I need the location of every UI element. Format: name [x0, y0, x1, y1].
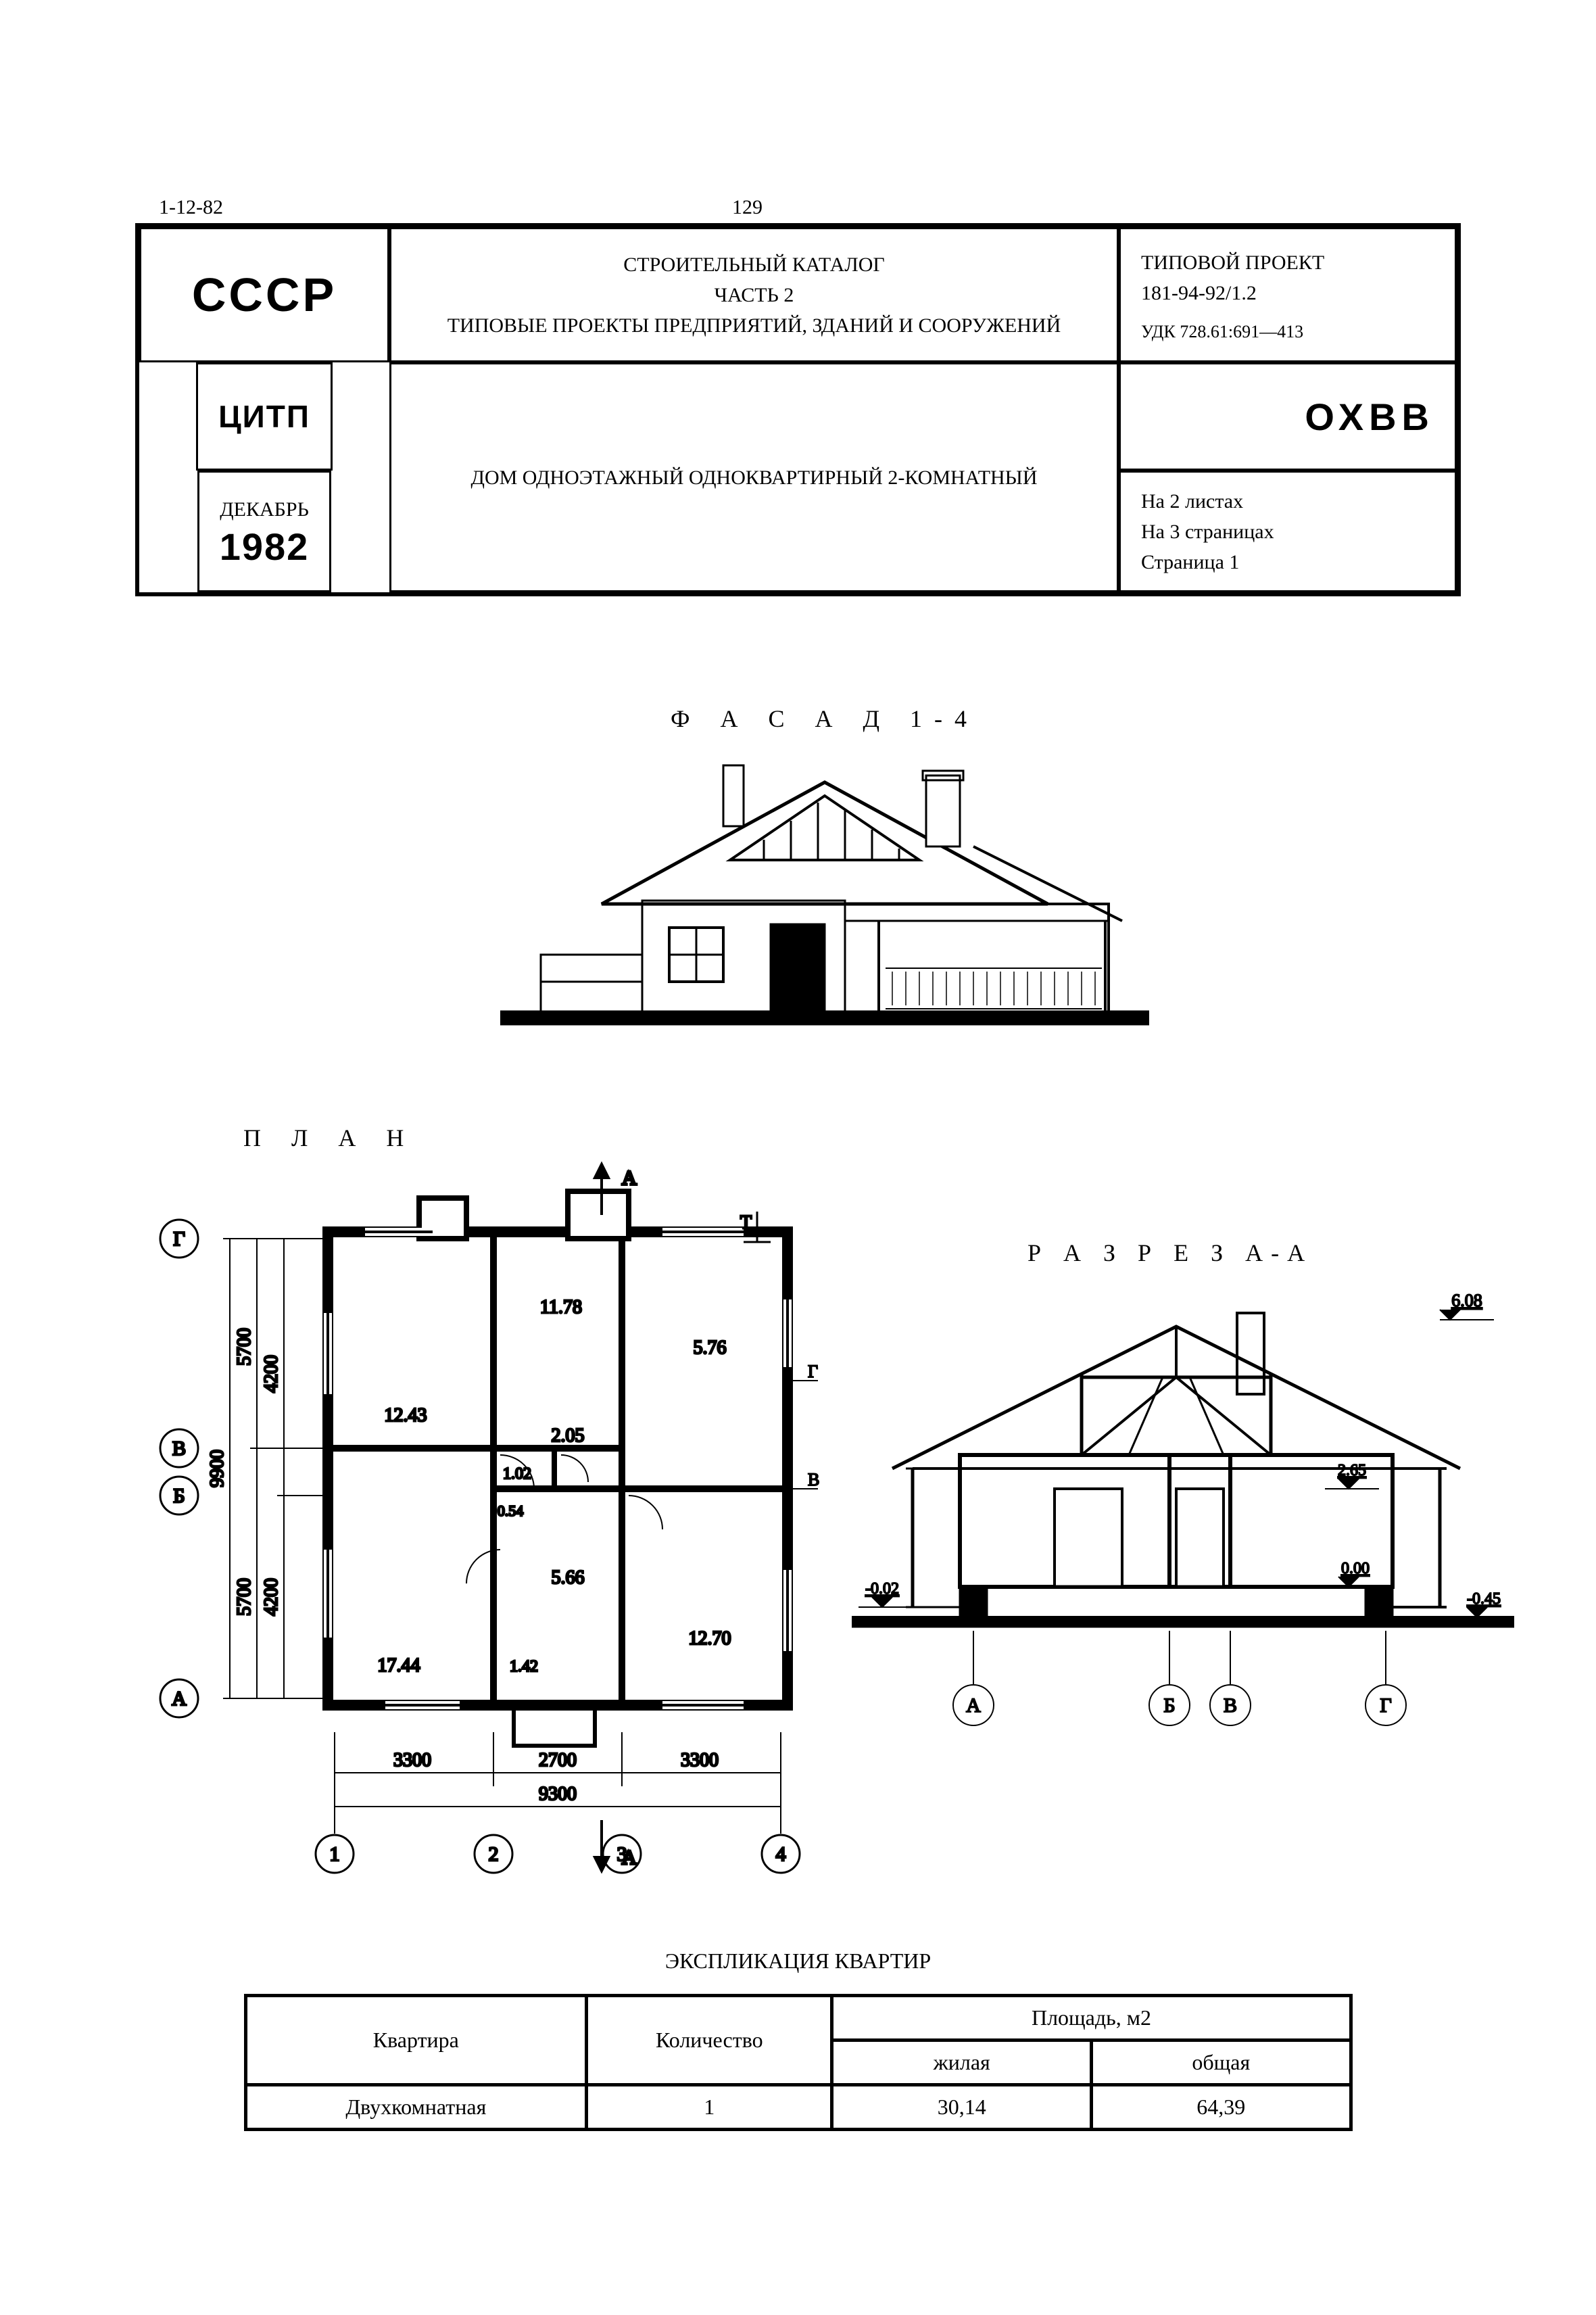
catalog-line-2: ЧАСТЬ 2: [715, 280, 794, 310]
svg-text:1.02: 1.02: [503, 1465, 531, 1483]
catalog-line-1: СТРОИТЕЛЬНЫЙ КАТАЛОГ: [623, 249, 884, 280]
doc-code: 1-12-82: [159, 196, 223, 219]
svg-text:Г: Г: [808, 1362, 818, 1381]
svg-text:1: 1: [330, 1843, 340, 1865]
svg-text:В: В: [1224, 1694, 1237, 1717]
svg-text:-0.02: -0.02: [865, 1580, 899, 1598]
cell-living: 30,14: [832, 2085, 1092, 2130]
svg-text:А: А: [622, 1167, 637, 1189]
udk-code: УДК 728.61:691—413: [1141, 322, 1434, 342]
svg-text:Г: Г: [173, 1228, 185, 1250]
svg-text:5700: 5700: [234, 1578, 255, 1616]
plan-drawing: Г В Б А 1 2 3 4 4200 4200 5700 5700: [135, 1110, 825, 1881]
th-quantity: Количество: [587, 1996, 832, 2085]
description-text: ДОМ ОДНОЭТАЖНЫЙ ОДНОКВАРТИРНЫЙ 2-КОМНАТН…: [470, 462, 1037, 493]
cell-name: Двухкомнатная: [245, 2085, 587, 2130]
svg-text:4200: 4200: [261, 1578, 282, 1616]
svg-text:12.43: 12.43: [385, 1405, 427, 1426]
drawings-area: Ф А С А Д 1-4: [135, 705, 1461, 1922]
explication-title: ЭКСПЛИКАЦИЯ КВАРТИР: [135, 1949, 1461, 1974]
svg-text:В: В: [808, 1470, 819, 1489]
svg-text:11.78: 11.78: [540, 1297, 582, 1318]
cell-total: 64,39: [1091, 2085, 1351, 2130]
svg-text:5700: 5700: [234, 1328, 255, 1366]
svg-text:4: 4: [776, 1843, 786, 1865]
org-label: ЦИТП: [218, 398, 310, 435]
svg-text:2.05: 2.05: [552, 1425, 585, 1446]
catalog-line-3: ТИПОВЫЕ ПРОЕКТЫ ПРЕДПРИЯТИЙ, ЗДАНИЙ И СО…: [448, 310, 1061, 341]
svg-text:5.66: 5.66: [552, 1567, 585, 1588]
svg-text:Б: Б: [1163, 1694, 1175, 1717]
table-row: Двухкомнатная 1 30,14 64,39: [245, 2085, 1351, 2130]
svg-text:2700: 2700: [539, 1750, 577, 1771]
svg-text:9300: 9300: [539, 1784, 577, 1805]
title-block: СССР СТРОИТЕЛЬНЫЙ КАТАЛОГ ЧАСТЬ 2 ТИПОВЫ…: [135, 223, 1461, 596]
section-caption: Р А З Р Е З А-А: [1027, 1239, 1313, 1267]
svg-text:17.44: 17.44: [378, 1655, 420, 1676]
svg-text:0.54: 0.54: [498, 1502, 524, 1519]
explication-block: ЭКСПЛИКАЦИЯ КВАРТИР Квартира Количество …: [135, 1949, 1461, 2131]
page-number: 129: [732, 196, 763, 219]
svg-text:2: 2: [489, 1843, 499, 1865]
svg-text:0.00: 0.00: [1341, 1560, 1370, 1577]
svg-text:2.65: 2.65: [1338, 1462, 1366, 1479]
th-total: общая: [1091, 2040, 1351, 2085]
svg-text:А: А: [966, 1694, 981, 1717]
facade-drawing: [500, 745, 1149, 1036]
th-apartment: Квартира: [245, 1996, 587, 2085]
explication-table: Квартира Количество Площадь, м2 жилая об…: [244, 1994, 1353, 2131]
sheets-line-1: На 2 листах: [1141, 486, 1434, 517]
sheets-line-2: На 3 страницах: [1141, 517, 1434, 547]
svg-text:1.42: 1.42: [510, 1658, 538, 1675]
svg-text:Г: Г: [1380, 1694, 1391, 1717]
month-label: ДЕКАБРЬ: [220, 494, 309, 525]
cell-qty: 1: [587, 2085, 832, 2130]
th-area: Площадь, м2: [832, 1996, 1351, 2040]
svg-text:12.70: 12.70: [689, 1628, 731, 1649]
code-label: ОХВВ: [1305, 395, 1434, 439]
project-line-2: 181-94-92/1.2: [1141, 278, 1434, 308]
sheets-line-3: Страница 1: [1141, 547, 1434, 577]
svg-text:А: А: [172, 1688, 187, 1710]
th-living: жилая: [832, 2040, 1092, 2085]
svg-text:-0.45: -0.45: [1467, 1590, 1501, 1608]
svg-text:6.08: 6.08: [1451, 1291, 1482, 1310]
svg-text:9900: 9900: [207, 1450, 228, 1487]
country-label: СССР: [192, 268, 337, 322]
facade-caption: Ф А С А Д 1-4: [622, 705, 1027, 733]
project-line-1: ТИПОВОЙ ПРОЕКТ: [1141, 247, 1434, 278]
svg-text:Т: Т: [740, 1212, 752, 1233]
svg-text:5.76: 5.76: [694, 1337, 727, 1358]
svg-text:3300: 3300: [393, 1750, 431, 1771]
section-drawing: 6.08 2.65 -0.02 0.00 -0.45 А Б: [852, 1266, 1514, 1752]
year-label: 1982: [220, 525, 310, 569]
svg-text:В: В: [172, 1437, 186, 1460]
svg-text:3300: 3300: [681, 1750, 719, 1771]
svg-text:Б: Б: [173, 1485, 185, 1507]
svg-text:4200: 4200: [261, 1355, 282, 1393]
svg-text:А: А: [622, 1846, 637, 1869]
